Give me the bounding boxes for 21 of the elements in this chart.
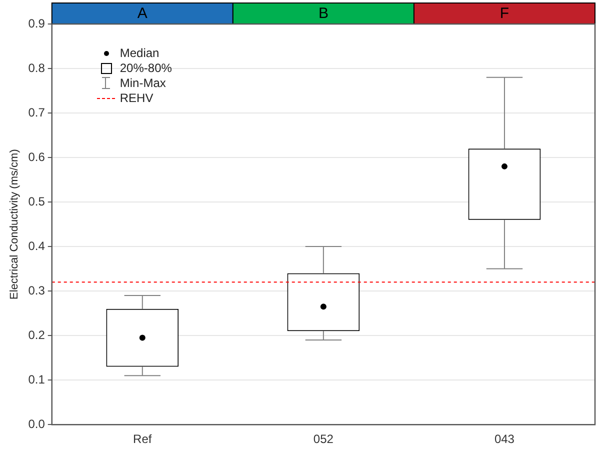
y-tick-label: 0.3 xyxy=(28,283,46,298)
text: A xyxy=(137,5,148,22)
x-tick-label: 043 xyxy=(494,432,515,446)
legend-label: REHV xyxy=(120,91,154,106)
y-axis-title: Electrical Conductivity (ms/cm) xyxy=(8,149,21,300)
annotation: Min-Max xyxy=(120,76,166,91)
annotation: Median xyxy=(120,46,160,61)
y-tick-label: 0.8 xyxy=(28,60,46,75)
text: B xyxy=(318,5,328,22)
text: F xyxy=(500,5,510,22)
y-tick-label: 0.1 xyxy=(28,372,46,386)
y-tick-label: 0.5 xyxy=(28,194,46,208)
y-tick-label: 0.9 xyxy=(28,16,46,30)
x-tick-label: 052 xyxy=(313,432,334,446)
y-tick-label: 0.7 xyxy=(28,105,46,120)
y-tick-label: 0.6 xyxy=(28,150,46,164)
annotation: 20%-80% xyxy=(120,61,172,76)
y-tick-label: 0.2 xyxy=(28,328,46,342)
y-tick-label: 0.4 xyxy=(28,238,46,253)
x-tick-label: Ref xyxy=(133,432,152,446)
y-tick-label: 0.0 xyxy=(28,416,46,431)
